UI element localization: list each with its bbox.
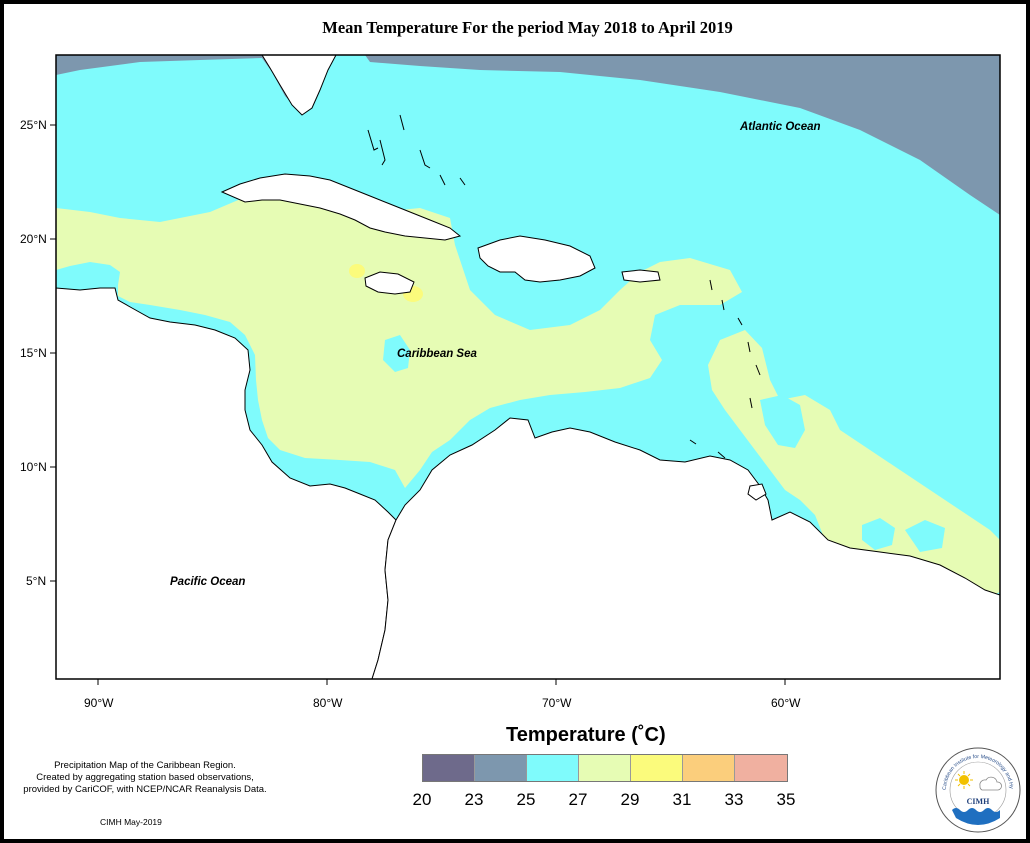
water-waves-icon <box>952 808 1000 825</box>
lat-label: 15°N <box>20 346 47 360</box>
bahamas-outline <box>459 177 466 186</box>
temp-zone-27-29-caribbean <box>56 182 742 488</box>
island-outlines <box>367 114 761 459</box>
legend-tick: 33 <box>724 790 744 809</box>
abc-islands-outline <box>689 439 697 445</box>
legend-swatch-23-25 <box>475 755 527 781</box>
lon-label: 80°W <box>313 696 343 710</box>
bahamas-outline <box>419 149 431 169</box>
temp-zone-29-31-spot1 <box>349 264 365 278</box>
legend-swatch-29-31 <box>631 755 683 781</box>
windward-islands-outline <box>749 397 753 409</box>
legend-title: Temperature (˚C) <box>506 724 666 746</box>
abc-islands-outline <box>717 451 726 459</box>
legend-colorbar <box>422 754 788 782</box>
legend-swatch-25-27 <box>527 755 579 781</box>
map-credit: CIMH May-2019 <box>100 817 162 827</box>
map-description: Precipitation Map of the Caribbean Regio… <box>4 760 286 796</box>
legend-swatch-20-23 <box>423 755 475 781</box>
hispaniola-land <box>477 235 596 283</box>
bahamas-outline <box>367 129 379 151</box>
lat-label: 10°N <box>20 460 47 474</box>
temp-zone-25-27-south-hole2 <box>905 520 945 552</box>
plot-border <box>55 54 1001 680</box>
temp-zone-25-27-east-hole <box>760 395 805 448</box>
legend-tick: 27 <box>568 790 588 809</box>
map-title: Mean Temperature For the period May 2018… <box>322 18 733 37</box>
legend-tick: 23 <box>464 790 484 809</box>
pacific-ocean-label: Pacific Ocean <box>170 576 245 588</box>
lon-label: 90°W <box>84 696 114 710</box>
note-line: provided by CariCOF, with NCEP/NCAR Rean… <box>23 784 267 795</box>
land-outlines <box>56 55 1000 679</box>
logo-label: CIMH <box>967 797 990 806</box>
atlantic-ocean-label: Atlantic Ocean <box>739 121 821 133</box>
note-line: Created by aggregating station based obs… <box>36 772 254 783</box>
trinidad-land <box>747 483 767 501</box>
lat-label: 5°N <box>26 574 46 588</box>
lat-label: 20°N <box>20 232 47 246</box>
note-line: Precipitation Map of the Caribbean Regio… <box>54 760 236 771</box>
jamaica-land <box>364 271 415 295</box>
cloud-icon <box>979 776 1002 791</box>
legend-tick: 29 <box>620 790 640 809</box>
lon-label: 60°W <box>771 696 801 710</box>
cimh-logo: Caribbean Institute for Meteorology and … <box>934 746 1021 833</box>
florida-land <box>261 55 337 116</box>
legend-tick: 31 <box>672 790 692 809</box>
sun-icon <box>955 771 973 789</box>
windward-islands-outline <box>747 341 751 353</box>
legend-tick: 35 <box>776 790 796 809</box>
temp-zone-25-27-south-hole1 <box>862 518 895 550</box>
temp-zone-25-27-hole <box>383 335 410 372</box>
windward-islands-outline <box>755 364 761 376</box>
cuba-land <box>220 173 462 241</box>
legend-swatch-31-33 <box>683 755 735 781</box>
lon-label: 70°W <box>542 696 572 710</box>
temp-zone-23-25-north <box>56 55 1000 215</box>
leeward-islands-outline <box>721 299 725 311</box>
legend-swatch-33-35 <box>735 755 787 781</box>
legend-tick: 25 <box>516 790 536 809</box>
bahamas-outline <box>439 174 446 186</box>
lon-ticks <box>97 679 786 685</box>
puerto-rico-land <box>621 269 661 283</box>
legend-swatch-27-29 <box>579 755 631 781</box>
caribbean-sea-label: Caribbean Sea <box>397 348 477 360</box>
bahamas-outline <box>399 114 405 131</box>
lat-ticks <box>50 124 56 582</box>
lat-label: 25°N <box>20 118 47 132</box>
leeward-islands-outline <box>737 317 743 326</box>
legend-tick: 20 <box>412 790 432 809</box>
bahamas-outline <box>379 139 386 166</box>
leeward-islands-outline <box>709 279 713 291</box>
